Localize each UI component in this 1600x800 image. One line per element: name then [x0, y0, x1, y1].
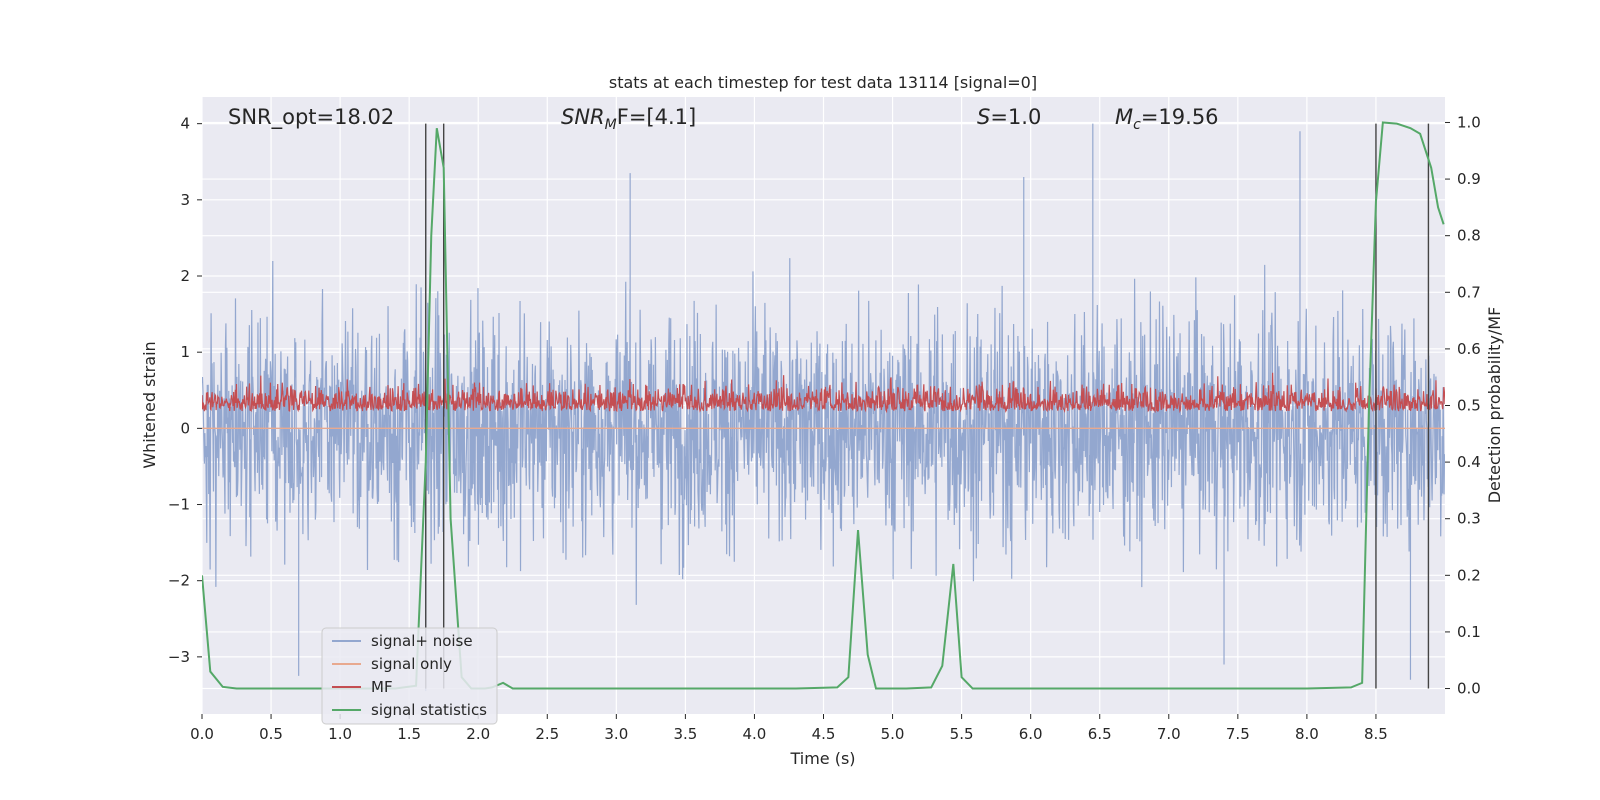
annotation-snr-mf-suffix: F=[4.1]: [617, 105, 696, 129]
annotation-s-value: =1.0: [990, 105, 1041, 129]
legend: signal+ noise signal only MF signal stat…: [321, 627, 498, 725]
x-tick-label: 2.0: [466, 725, 490, 743]
annotation-mc-sub: c: [1133, 117, 1141, 133]
y-left-tick-label: 1: [180, 343, 190, 361]
y-left-tick-label: 0: [180, 419, 190, 437]
x-tick-label: 7.0: [1157, 725, 1181, 743]
y-axis-left-ticks: −3 −2 −1 0 1 2 3 4: [168, 115, 202, 666]
x-axis-label: Time (s): [789, 749, 855, 768]
x-axis-ticks: 0.0 0.5 1.0 1.5 2.0 2.5 3.0 3.5 4.0 4.5 5.0 5.5 6.0 6…: [190, 714, 1388, 743]
y-left-tick-label: 3: [180, 191, 190, 209]
x-tick-label: 1.0: [328, 725, 352, 743]
y-right-tick-label: 0.3: [1457, 510, 1481, 528]
annotation-s: S=1.0: [977, 105, 1041, 129]
x-tick-label: 5.5: [950, 725, 974, 743]
x-tick-label: 2.5: [535, 725, 559, 743]
x-tick-label: 6.0: [1019, 725, 1043, 743]
x-tick-label: 0.5: [259, 725, 283, 743]
annotation-mc-label: M: [1115, 105, 1133, 129]
series-mf: [202, 372, 1445, 414]
y-axis-right-label: Detection probability/MF: [1485, 307, 1504, 504]
legend-label-signal-noise: signal+ noise: [371, 632, 473, 650]
annotation-mc-value: =19.56: [1141, 105, 1219, 129]
y-axis-right-ticks: 0.0 0.1 0.2 0.3 0.4 0.5 0.6 0.7 0.8 0.9 1.0: [1445, 113, 1481, 698]
annotation-snr-mf-prefix: SNR: [561, 105, 605, 129]
y-right-tick-label: 0.0: [1457, 680, 1481, 698]
y-right-tick-label: 0.7: [1457, 283, 1481, 301]
x-tick-label: 1.5: [397, 725, 421, 743]
annotation-s-label: S: [977, 105, 990, 129]
legend-label-signal-only: signal only: [371, 655, 452, 673]
y-left-tick-label: 4: [180, 115, 190, 133]
y-left-tick-label: −1: [168, 496, 190, 514]
x-tick-label: 8.0: [1295, 725, 1319, 743]
legend-label-mf: MF: [371, 678, 393, 696]
x-tick-label: 4.5: [812, 725, 836, 743]
legend-label-signal-statistics: signal statistics: [371, 701, 487, 719]
y-right-tick-label: 1.0: [1457, 113, 1481, 131]
y-right-tick-label: 0.6: [1457, 340, 1481, 358]
annotation-snr-opt: SNR_opt=18.02: [228, 105, 394, 130]
x-tick-label: 7.5: [1226, 725, 1250, 743]
y-right-tick-label: 0.2: [1457, 566, 1481, 584]
y-right-tick-label: 0.1: [1457, 623, 1481, 641]
y-axis-left-label: Whitened strain: [140, 341, 159, 468]
y-right-tick-label: 0.5: [1457, 397, 1481, 415]
y-right-tick-label: 0.8: [1457, 227, 1481, 245]
annotation-mc: Mc=19.56: [1115, 105, 1219, 133]
x-tick-label: 5.0: [881, 725, 905, 743]
x-tick-label: 3.0: [604, 725, 628, 743]
y-left-tick-label: −3: [168, 648, 190, 666]
x-tick-label: 8.5: [1364, 725, 1388, 743]
legend-box: [321, 627, 498, 725]
y-right-tick-label: 0.9: [1457, 170, 1481, 188]
chart-title: stats at each timestep for test data 131…: [609, 73, 1037, 92]
annotation-snr-mf: SNRMF=[4.1]: [561, 105, 696, 133]
x-tick-label: 4.0: [743, 725, 767, 743]
x-tick-label: 0.0: [190, 725, 214, 743]
y-left-tick-label: 2: [180, 267, 190, 285]
x-tick-label: 3.5: [673, 725, 697, 743]
y-right-tick-label: 0.4: [1457, 453, 1481, 471]
y-left-tick-label: −2: [168, 572, 190, 590]
x-tick-label: 6.5: [1088, 725, 1112, 743]
annotation-snr-mf-sub: M: [605, 117, 617, 133]
